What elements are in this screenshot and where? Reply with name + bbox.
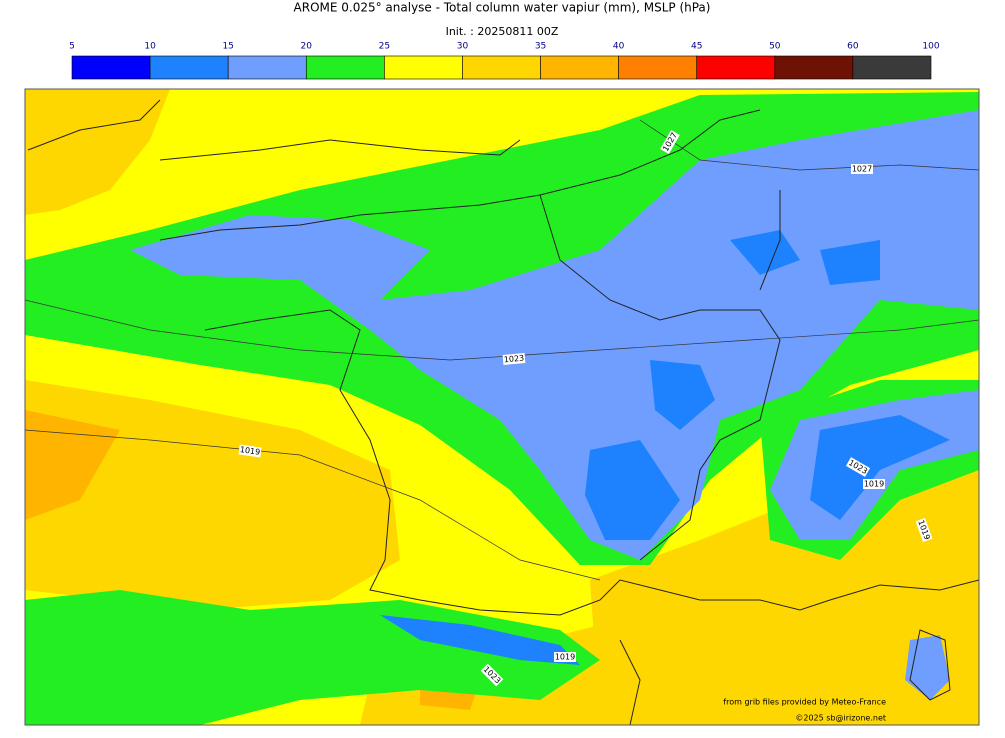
isobar-label-text: 1019	[555, 653, 575, 662]
isobar-label: 1019	[554, 652, 576, 662]
colorbar-segment	[227, 55, 307, 80]
isobar-label-bg	[502, 353, 526, 365]
colorbar-segment	[305, 55, 385, 80]
colorbar-tick-label: 5	[69, 42, 75, 52]
colorbar-segment	[618, 55, 698, 80]
map	[25, 89, 979, 725]
isobar-label-bg	[845, 457, 871, 477]
isobar-label: 1019	[863, 479, 885, 489]
colorbar-tick-label: 45	[691, 42, 702, 52]
colorbar-tick-label: 40	[613, 42, 625, 52]
isobar-label-text: 1019	[239, 445, 260, 457]
colorbar-tick-label: 25	[379, 42, 390, 52]
isobar-label-bg	[480, 663, 504, 687]
isobar-label-bg	[238, 444, 262, 458]
isobar-label-bg	[851, 164, 873, 174]
isobar-label-bg	[660, 129, 680, 155]
colorbar-tick-label: 50	[769, 42, 781, 52]
colorbar-tick-label: 15	[222, 42, 233, 52]
colorbar-segment	[540, 55, 619, 80]
isobar-label-text: 1023	[503, 354, 524, 365]
colorbar-tick-label: 35	[535, 42, 546, 52]
isobar-label: 1027	[851, 164, 873, 174]
colorbar-segment	[774, 55, 854, 80]
colorbar-segment	[149, 55, 229, 80]
init-time: Init. : 20250811 00Z	[446, 25, 559, 38]
isobar-label-text: 1019	[864, 480, 884, 489]
isobar-label-text: 1027	[852, 165, 872, 174]
colorbar-tick-label: 10	[144, 42, 156, 52]
colorbar-tick-label: 60	[847, 42, 859, 52]
colorbar-segment	[71, 55, 151, 80]
map-frame	[24, 88, 980, 726]
isobar-label-bg	[915, 517, 933, 543]
colorbar-segment	[696, 55, 776, 80]
copyright: ©2025 sb@irizone.net	[795, 714, 886, 723]
colorbar-segment	[462, 55, 541, 80]
source-credit: from grib files provided by Meteo-France	[723, 698, 886, 707]
colorbar-tick-label: 20	[301, 42, 313, 52]
colorbar-tick-label: 30	[457, 42, 469, 52]
isobar-label-bg	[863, 479, 885, 489]
isobar-label: 1023	[502, 353, 526, 365]
isobar-label: 1019	[238, 444, 262, 458]
title: AROME 0.025° analyse - Total column wate…	[294, 1, 711, 15]
colorbar-segment	[384, 55, 463, 80]
isobar-label-bg	[554, 652, 576, 662]
colorbar-tick-label: 100	[922, 42, 939, 52]
colorbar: 5 10 15 20 25 30 35 40 45 50 60 100	[69, 42, 940, 80]
colorbar-segment	[852, 55, 932, 80]
